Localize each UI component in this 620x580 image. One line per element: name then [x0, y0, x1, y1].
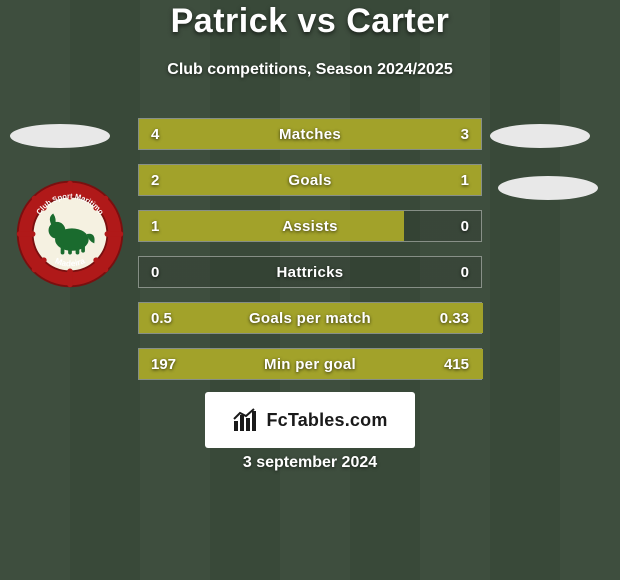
fctables-label: FcTables.com	[266, 410, 387, 431]
subtitle: Club competitions, Season 2024/2025	[0, 61, 620, 79]
stat-row: 0.50.33Goals per match	[138, 302, 482, 334]
chart-icon	[232, 407, 258, 433]
row-label: Matches	[139, 119, 481, 149]
club-badge: Club Sport Maritimo Madeira	[14, 178, 126, 290]
page-title: Patrick vs Carter	[0, 2, 620, 41]
fctables-watermark: FcTables.com	[205, 392, 415, 448]
row-label: Goals	[139, 165, 481, 195]
row-label: Hattricks	[139, 257, 481, 287]
stat-row: 43Matches	[138, 118, 482, 150]
row-label: Assists	[139, 211, 481, 241]
row-label: Min per goal	[139, 349, 481, 379]
stat-row: 197415Min per goal	[138, 348, 482, 380]
date-label: 3 september 2024	[0, 454, 620, 472]
stat-row: 21Goals	[138, 164, 482, 196]
stat-row: 00Hattricks	[138, 256, 482, 288]
player-pill	[490, 124, 590, 148]
player-pill	[498, 176, 598, 200]
row-label: Goals per match	[139, 303, 481, 333]
player-pill	[10, 124, 110, 148]
comparison-chart: 43Matches 21Goals 10Assists 00Hattricks 0.50…	[138, 118, 482, 394]
stat-row: 10Assists	[138, 210, 482, 242]
